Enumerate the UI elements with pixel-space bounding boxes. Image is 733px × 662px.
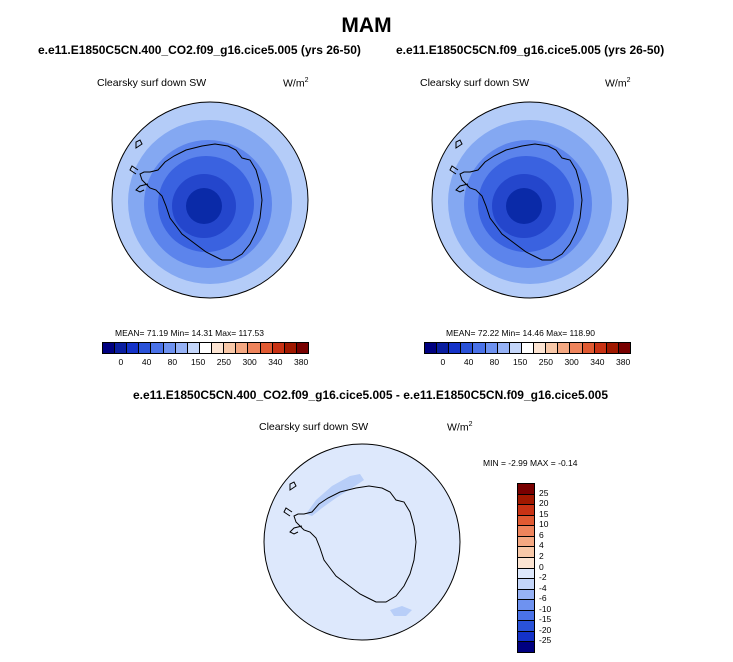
panel-2-colorbar-swatch — [617, 342, 631, 354]
antarctic-peninsula — [129, 165, 149, 193]
difference-colorbar-swatch — [517, 641, 535, 653]
difference-colorbar-tick-label: 4 — [539, 540, 544, 551]
panel-1-colorbar — [102, 342, 309, 354]
panel-2-colorbar-tick-label: 250 — [538, 357, 553, 367]
panel-2-colorbar-tick-label: 0 — [440, 357, 446, 367]
antarctic-peninsula — [449, 165, 469, 193]
panel-2-colorbar-tick-label: 380 — [616, 357, 631, 367]
difference-patch-south — [390, 606, 412, 616]
panel-1-units: W/m2 — [283, 77, 309, 90]
panel-1-colorbar-swatch — [295, 342, 309, 354]
panel-1-colorbar-labels: 0 40 80 150 250 300 340 380 — [102, 357, 309, 369]
panel-2-colorbar-tick-label: 300 — [564, 357, 579, 367]
difference-colorbar — [517, 483, 535, 653]
difference-colorbar-tick-label: -10 — [539, 603, 552, 614]
panel-1-title: e.e11.E1850C5CN.400_CO2.f09_g16.cice5.00… — [38, 43, 361, 57]
panel-1-colorbar-tick-label: 40 — [141, 357, 152, 367]
panel-2-field — [432, 102, 628, 298]
difference-title: e.e11.E1850C5CN.400_CO2.f09_g16.cice5.00… — [133, 388, 609, 402]
difference-map — [263, 443, 461, 641]
panel-2-map — [431, 101, 629, 299]
difference-colorbar-tick-label: 15 — [539, 508, 549, 519]
difference-colorbar-tick-label: -20 — [539, 624, 552, 635]
antarctica-coastline — [293, 485, 417, 603]
antarctica-coastline — [459, 143, 583, 261]
panel-1-map — [111, 101, 309, 299]
difference-colorbar-tick-label: -15 — [539, 614, 552, 625]
difference-colorbar-tick-label: 0 — [539, 561, 544, 572]
panel-1-variable: Clearsky surf down SW — [97, 77, 207, 89]
panel-2-colorbar — [424, 342, 631, 354]
season-title: MAM — [341, 14, 392, 37]
panel-1-colorbar-tick-label: 80 — [167, 357, 178, 367]
south-america-tip — [289, 481, 297, 491]
difference-frame — [263, 443, 461, 641]
difference-variable: Clearsky surf down SW — [259, 421, 369, 433]
panel-1-colorbar-tick-label: 250 — [216, 357, 231, 367]
panel-2-variable: Clearsky surf down SW — [420, 77, 530, 89]
panel-2-colorbar-tick-label: 40 — [463, 357, 474, 367]
antarctic-peninsula — [283, 507, 303, 535]
panel-2-title: e.e11.E1850C5CN.f09_g16.cice5.005 (yrs 2… — [396, 43, 665, 57]
panel-2-stats: MEAN= 72.22 Min= 14.46 Max= 118.90 — [446, 328, 595, 338]
panel-2-colorbar-tick-label: 80 — [489, 357, 500, 367]
panel-1-field — [112, 102, 308, 298]
difference-colorbar-tick-label: -2 — [539, 572, 547, 583]
south-america-tip — [455, 139, 463, 149]
panel-1-colorbar-tick-label: 340 — [268, 357, 283, 367]
south-america-tip — [135, 139, 143, 149]
difference-colorbar-tick-label: 6 — [539, 529, 544, 540]
difference-units: W/m2 — [447, 421, 473, 434]
panel-2-colorbar-tick-label: 150 — [513, 357, 528, 367]
difference-colorbar-tick-label: -6 — [539, 593, 547, 604]
panel-1-colorbar-tick-label: 380 — [294, 357, 309, 367]
panel-2-frame — [431, 101, 629, 299]
difference-colorbar-labels: 25 20 15 10 6 4 2 0 -2 -4 -6 -10 -15 -20 -25 — [539, 483, 569, 652]
difference-field — [264, 444, 460, 640]
ring-center — [186, 188, 222, 224]
panel-2-units: W/m2 — [605, 77, 631, 90]
panel-2-colorbar-labels: 0 40 80 150 250 300 340 380 — [424, 357, 631, 369]
panel-2-colorbar-tick-label: 340 — [590, 357, 605, 367]
panel-1-colorbar-tick-label: 300 — [242, 357, 257, 367]
panel-1-colorbar-tick-label: 0 — [118, 357, 124, 367]
difference-stats: MIN = -2.99 MAX = -0.14 — [483, 458, 578, 468]
antarctica-coastline — [139, 143, 263, 261]
difference-colorbar-tick-label: 10 — [539, 519, 549, 530]
ring-center — [506, 188, 542, 224]
difference-colorbar-tick-label: -25 — [539, 635, 552, 646]
difference-colorbar-tick-label: 2 — [539, 550, 544, 561]
panel-1-frame — [111, 101, 309, 299]
difference-colorbar-tick-label: 25 — [539, 487, 549, 498]
difference-colorbar-tick-label: -4 — [539, 582, 547, 593]
panel-1-colorbar-tick-label: 150 — [191, 357, 206, 367]
panel-1-stats: MEAN= 71.19 Min= 14.31 Max= 117.53 — [115, 328, 264, 338]
difference-colorbar-tick-label: 20 — [539, 498, 549, 509]
